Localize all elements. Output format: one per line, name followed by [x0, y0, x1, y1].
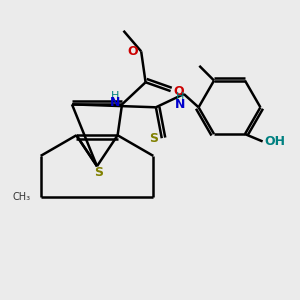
Text: OH: OH [265, 135, 286, 148]
Text: N: N [110, 96, 121, 110]
Text: H: H [111, 91, 120, 100]
Text: O: O [173, 85, 184, 98]
Text: H: H [176, 92, 184, 102]
Text: O: O [128, 45, 138, 58]
Text: S: S [149, 132, 158, 145]
Text: S: S [94, 166, 103, 179]
Text: N: N [175, 98, 185, 111]
Text: CH₃: CH₃ [12, 192, 30, 202]
